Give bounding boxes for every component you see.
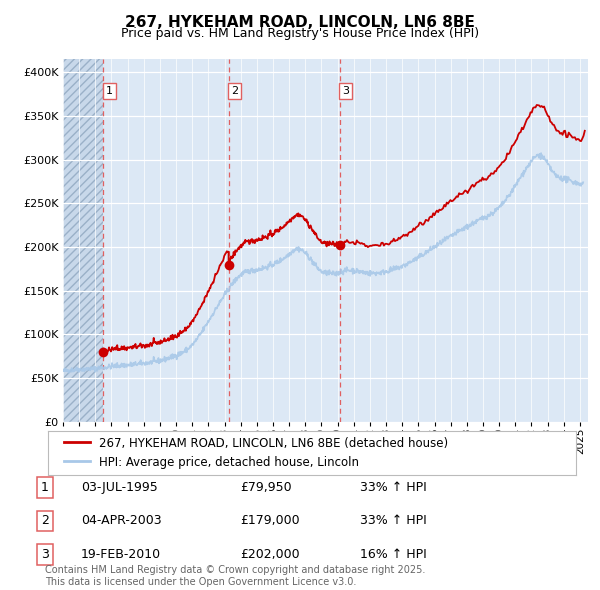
Text: 16% ↑ HPI: 16% ↑ HPI	[360, 548, 427, 561]
Text: 2: 2	[41, 514, 49, 527]
Text: £179,000: £179,000	[240, 514, 299, 527]
Text: 04-APR-2003: 04-APR-2003	[81, 514, 161, 527]
Text: 1: 1	[41, 481, 49, 494]
Text: £79,950: £79,950	[240, 481, 292, 494]
Text: 03-JUL-1995: 03-JUL-1995	[81, 481, 158, 494]
Text: 3: 3	[342, 86, 349, 96]
Text: 33% ↑ HPI: 33% ↑ HPI	[360, 514, 427, 527]
Text: 267, HYKEHAM ROAD, LINCOLN, LN6 8BE: 267, HYKEHAM ROAD, LINCOLN, LN6 8BE	[125, 15, 475, 30]
Text: 1: 1	[106, 86, 113, 96]
Text: 19-FEB-2010: 19-FEB-2010	[81, 548, 161, 561]
Text: 2: 2	[231, 86, 238, 96]
Text: Contains HM Land Registry data © Crown copyright and database right 2025.
This d: Contains HM Land Registry data © Crown c…	[45, 565, 425, 587]
Text: 3: 3	[41, 548, 49, 561]
Bar	[63, 59, 103, 422]
Text: 33% ↑ HPI: 33% ↑ HPI	[360, 481, 427, 494]
Text: Price paid vs. HM Land Registry's House Price Index (HPI): Price paid vs. HM Land Registry's House …	[121, 27, 479, 40]
Legend: 267, HYKEHAM ROAD, LINCOLN, LN6 8BE (detached house), HPI: Average price, detach: 267, HYKEHAM ROAD, LINCOLN, LN6 8BE (det…	[59, 432, 453, 474]
Text: £202,000: £202,000	[240, 548, 299, 561]
